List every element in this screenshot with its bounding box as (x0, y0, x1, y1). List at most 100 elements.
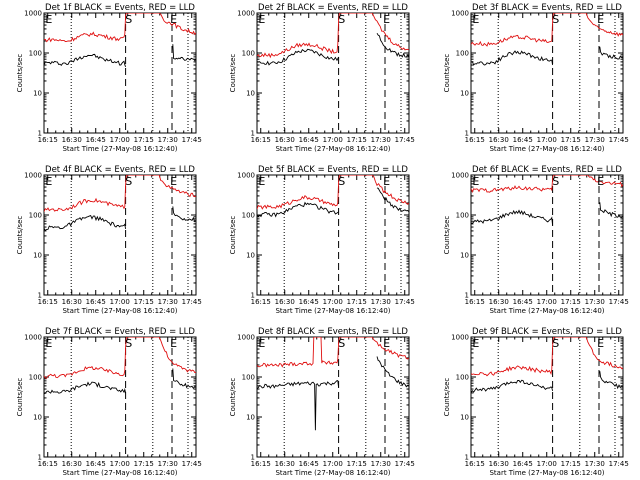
x-tick-label: 16:45 (86, 136, 106, 144)
y-tick-label: 1000 (451, 172, 469, 180)
plot-frame (470, 336, 624, 458)
x-tick-label: 17:45 (395, 136, 415, 144)
y-tick-label: 1 (38, 130, 42, 138)
x-tick-label: 16:15 (465, 298, 485, 306)
x-tick-label: 17:00 (110, 136, 130, 144)
x-tick-label: 16:45 (299, 298, 319, 306)
x-tick-label: 17:30 (371, 298, 391, 306)
panel-title: Det 7f BLACK = Events, RED = LLD (45, 327, 195, 337)
y-tick-label: 1000 (237, 334, 255, 342)
plot-frame (256, 12, 410, 134)
x-tick-label: 17:45 (182, 460, 202, 468)
x-tick-label: 17:45 (609, 136, 629, 144)
x-axis-label: Start Time (27-May-08 16:12:40) (62, 469, 177, 477)
y-tick-label: 1 (38, 292, 42, 300)
detector-panel-3: Det 3f BLACK = Events, RED = LLD 1 10 100 10… (443, 3, 629, 153)
series-line-events (44, 44, 196, 68)
x-tick-label: 17:30 (371, 136, 391, 144)
y-tick-label: 10 (246, 252, 255, 260)
y-tick-label: 1 (38, 454, 42, 462)
y-tick-label: 1 (251, 454, 255, 462)
series-line-lld (44, 175, 196, 212)
series-line-lld (44, 13, 196, 43)
x-axis-label: Start Time (27-May-08 16:12:40) (275, 145, 390, 153)
detector-panel-8: Det 8f BLACK = Events, RED = LLD 1 10 100 10… (229, 327, 415, 477)
x-tick-label: 16:45 (513, 298, 533, 306)
plot-frame (43, 174, 197, 296)
event-marker-s: S (338, 337, 345, 350)
x-tick-label: 16:15 (38, 460, 58, 468)
series-line-lld (471, 13, 623, 47)
y-tick-label: 1000 (237, 172, 255, 180)
series-line-lld (257, 337, 409, 368)
event-marker-s: S (125, 13, 132, 26)
panel-title: Det 6f BLACK = Events, RED = LLD (472, 165, 622, 175)
detector-panel-1: Det 1f BLACK = Events, RED = LLD 1 10 100 10… (16, 3, 202, 153)
x-tick-label: 17:45 (182, 136, 202, 144)
event-marker-e: E (472, 175, 479, 188)
event-marker-s: S (552, 175, 559, 188)
event-marker-e: E (383, 175, 390, 188)
y-tick-label: 100 (242, 50, 255, 58)
x-tick-label: 16:30 (275, 298, 295, 306)
x-tick-label: 17:45 (395, 298, 415, 306)
plot-frame (470, 12, 624, 134)
y-tick-label: 1 (251, 292, 255, 300)
panel-title: Det 5f BLACK = Events, RED = LLD (258, 165, 408, 175)
series-line-lld (257, 13, 409, 59)
event-marker-s: S (338, 175, 345, 188)
event-marker-e: E (258, 175, 265, 188)
y-tick-label: 100 (29, 212, 42, 220)
x-tick-label: 17:15 (561, 298, 581, 306)
x-tick-label: 16:15 (251, 298, 271, 306)
x-tick-label: 17:30 (158, 460, 178, 468)
y-tick-label: 1 (465, 454, 469, 462)
y-tick-label: 1 (251, 130, 255, 138)
event-marker-e: E (45, 175, 52, 188)
x-tick-label: 16:15 (251, 460, 271, 468)
x-axis-label: Start Time (27-May-08 16:12:40) (62, 145, 177, 153)
y-tick-label: 100 (242, 374, 255, 382)
x-tick-label: 16:45 (86, 298, 106, 306)
event-marker-e: E (258, 337, 265, 350)
y-axis-label: Counts/sec (443, 378, 451, 417)
y-tick-label: 100 (29, 374, 42, 382)
y-tick-label: 1 (465, 292, 469, 300)
y-axis-label: Counts/sec (443, 54, 451, 93)
series-line-events (471, 202, 623, 226)
event-marker-e: E (597, 337, 604, 350)
x-tick-label: 17:00 (110, 298, 130, 306)
y-tick-label: 100 (242, 212, 255, 220)
x-tick-label: 16:15 (465, 460, 485, 468)
detector-panel-4: Det 4f BLACK = Events, RED = LLD 1 10 100 10… (16, 165, 202, 315)
x-tick-label: 17:45 (609, 298, 629, 306)
y-tick-label: 10 (460, 252, 469, 260)
panel-title: Det 8f BLACK = Events, RED = LLD (258, 327, 408, 337)
series-line-lld (44, 337, 196, 379)
x-tick-label: 17:00 (323, 460, 343, 468)
y-axis-label: Counts/sec (229, 216, 237, 255)
event-marker-e: E (170, 337, 177, 350)
x-tick-label: 16:30 (62, 460, 82, 468)
event-marker-e: E (45, 337, 52, 350)
x-tick-label: 16:30 (275, 136, 295, 144)
event-marker-e: E (258, 13, 265, 26)
series-line-lld (257, 175, 409, 210)
x-tick-label: 17:15 (347, 460, 367, 468)
event-marker-s: S (338, 13, 345, 26)
panel-title: Det 9f BLACK = Events, RED = LLD (472, 327, 622, 337)
event-marker-s: S (552, 337, 559, 350)
event-marker-e: E (472, 13, 479, 26)
y-tick-label: 1 (465, 130, 469, 138)
y-axis-label: Counts/sec (16, 54, 24, 93)
y-tick-label: 10 (33, 414, 42, 422)
x-tick-label: 17:15 (347, 298, 367, 306)
plot-frame (470, 174, 624, 296)
x-tick-label: 17:30 (585, 136, 605, 144)
y-axis-label: Counts/sec (443, 216, 451, 255)
y-axis-label: Counts/sec (16, 216, 24, 255)
x-tick-label: 16:30 (62, 298, 82, 306)
x-tick-label: 16:45 (513, 460, 533, 468)
series-line-events (257, 187, 409, 218)
